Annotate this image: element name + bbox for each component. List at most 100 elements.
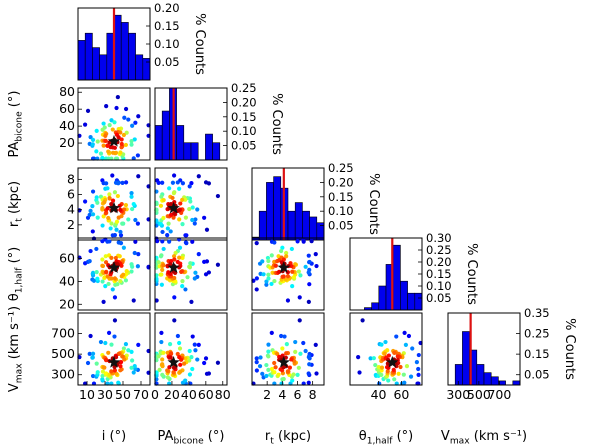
scatter-point <box>95 139 100 144</box>
histogram-bar <box>183 142 192 161</box>
scatter-point <box>406 333 412 339</box>
scatter-point <box>103 133 108 138</box>
hist-tick-label: 0.20 <box>231 95 257 109</box>
x-tick-label: 60 <box>198 387 214 402</box>
hist-ylabel: % Counts <box>464 243 479 305</box>
scatter-point <box>202 259 207 264</box>
histogram-bar <box>378 285 387 311</box>
scatter-point <box>107 192 112 197</box>
scatter-point <box>287 365 292 370</box>
scatter-point <box>403 342 408 348</box>
scatter-point <box>264 279 269 284</box>
scatter-point <box>100 257 105 262</box>
scatter-point <box>130 206 135 212</box>
scatter-point <box>110 287 115 292</box>
scatter-point <box>118 368 123 373</box>
scatter-point <box>100 206 105 211</box>
scatter-point <box>195 357 200 362</box>
scatter-point <box>270 270 275 275</box>
scatter-point <box>189 299 194 304</box>
scatter-point <box>171 215 176 220</box>
hist-tick-label: 0.15 <box>231 110 257 124</box>
scatter-point <box>160 239 165 244</box>
scatter-point <box>103 284 108 289</box>
scatter-point <box>158 254 164 259</box>
scatter-point <box>265 255 271 261</box>
scatter-point <box>113 255 118 261</box>
scatter-point <box>401 372 406 377</box>
x-tick-label: 0 <box>151 387 159 402</box>
hist-tick-label: 0.05 <box>231 139 257 153</box>
scatter-point <box>360 318 365 323</box>
scatter-point <box>109 369 114 374</box>
scatter-point <box>395 354 400 359</box>
hist-tick-label: 0.05 <box>426 291 452 305</box>
median-star <box>386 355 399 368</box>
x-tick-label: 4 <box>278 387 286 402</box>
scatter-point <box>171 370 176 375</box>
y-axis-label: PAbicone (°) <box>7 91 24 158</box>
histogram-bar <box>309 216 318 241</box>
panel-frame <box>77 237 151 311</box>
x-tick-label: 70 <box>133 387 149 402</box>
scatter-point <box>276 372 281 377</box>
scatter-point <box>266 367 271 373</box>
scatter-point <box>90 270 96 275</box>
histogram-bar <box>454 364 463 386</box>
scatter-point <box>254 368 259 373</box>
scatter-point <box>190 217 195 223</box>
y-axis-label: rt (kpc) <box>7 181 24 227</box>
scatter-point <box>85 360 91 366</box>
scatter-point <box>90 212 96 217</box>
scatter-point <box>170 195 175 201</box>
scatter-point <box>104 357 109 362</box>
scatter-point <box>104 269 109 274</box>
scatter-point <box>168 351 174 356</box>
scatter-point <box>103 138 108 144</box>
scatter-point <box>204 371 210 376</box>
x-tick-label: 80 <box>215 387 231 402</box>
scatter-point <box>106 330 112 335</box>
scatter-point <box>123 180 129 185</box>
scatter-point <box>192 276 197 281</box>
scatter-point <box>114 219 120 224</box>
scatter-point <box>170 180 176 185</box>
scatter-point <box>178 369 183 374</box>
scatter-point <box>95 370 100 375</box>
scatter-point <box>133 217 138 223</box>
scatter-point <box>104 181 109 186</box>
panel-frame <box>251 167 325 241</box>
scatter-point <box>269 366 275 372</box>
scatter-point <box>129 194 134 199</box>
histogram-bar <box>371 302 380 311</box>
x-tick-label: 30 <box>97 387 113 402</box>
scatter-point <box>119 137 124 142</box>
scatter-point <box>160 229 165 235</box>
scatter-point <box>196 252 201 257</box>
scatter-point <box>123 203 129 208</box>
panel-frame <box>77 7 151 81</box>
x-tick-label: 10 <box>79 387 95 402</box>
scatter-point <box>179 269 184 274</box>
scatter-point <box>297 318 302 323</box>
scatter-point <box>94 149 99 154</box>
scatter-point <box>88 333 93 339</box>
scatter-point <box>156 260 161 265</box>
scatter-point <box>392 377 397 382</box>
scatter-point <box>309 239 314 244</box>
scatter-point <box>165 368 170 373</box>
scatter-point <box>100 155 105 160</box>
scatter-point <box>379 342 384 347</box>
scatter-point <box>161 215 166 221</box>
scatter-point <box>193 270 198 275</box>
scatter-point <box>279 333 284 339</box>
scatter-point <box>307 362 312 367</box>
scatter-point <box>180 255 185 261</box>
scatter-point <box>264 373 269 379</box>
scatter-point <box>175 259 180 265</box>
scatter-point <box>266 258 271 264</box>
scatter-point <box>269 253 274 258</box>
median-star <box>167 201 180 214</box>
scatter-point <box>296 269 301 274</box>
scatter-point <box>254 360 259 365</box>
